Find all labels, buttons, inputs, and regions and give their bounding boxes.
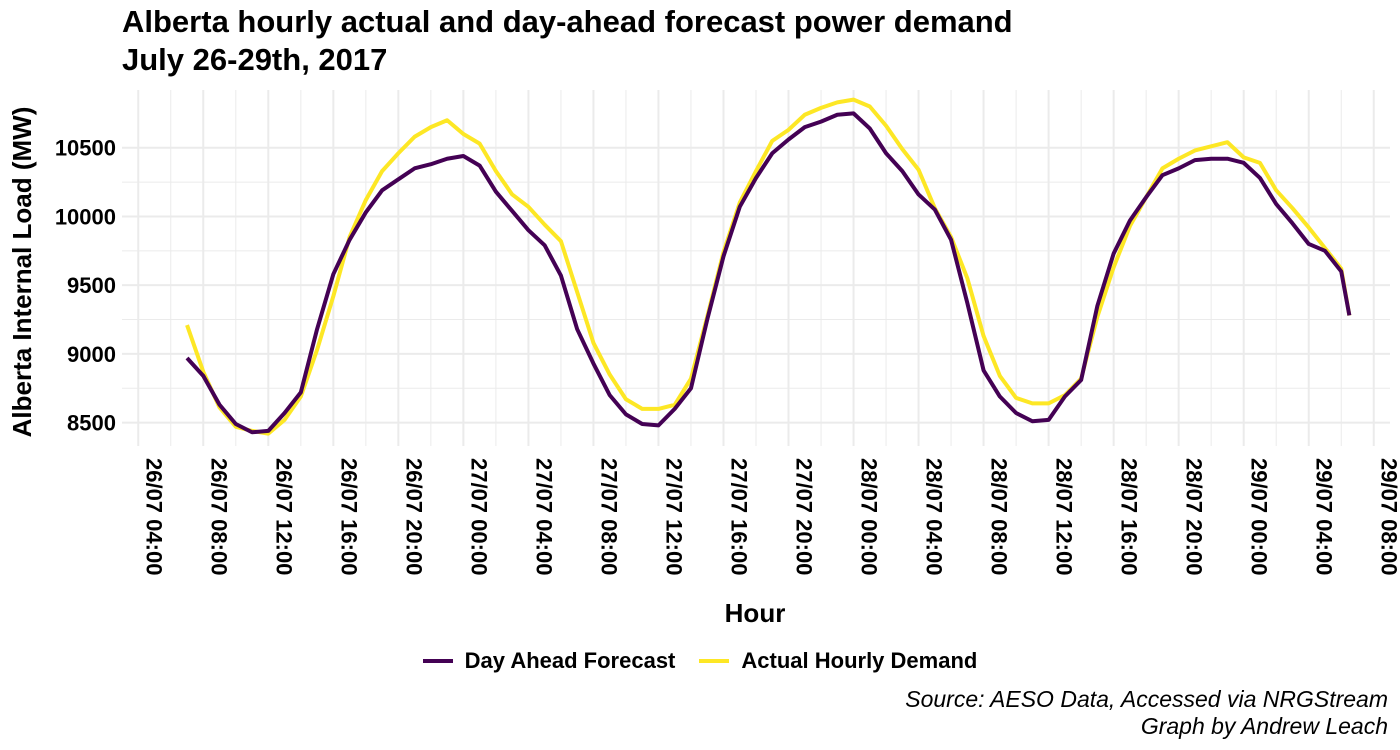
legend-label-actual: Actual Hourly Demand [741, 648, 978, 673]
x-tick-label: 28/07 12:00 [1052, 458, 1077, 575]
legend: Day Ahead Forecast Actual Hourly Demand [0, 648, 1400, 674]
x-tick-label: 29/07 00:00 [1247, 458, 1272, 575]
y-tick-label: 10500 [55, 136, 116, 161]
y-tick-label: 9500 [67, 273, 116, 298]
x-tick-label: 28/07 16:00 [1117, 458, 1142, 575]
legend-item-actual: Actual Hourly Demand [699, 648, 977, 674]
x-tick-label: 27/07 08:00 [596, 458, 621, 575]
y-tick-label: 9000 [67, 342, 116, 367]
x-tick-label: 26/07 04:00 [141, 458, 166, 575]
series-line-actual [185, 97, 1352, 436]
x-tick-label: 28/07 08:00 [987, 458, 1012, 575]
x-tick-label: 27/07 20:00 [792, 458, 817, 575]
x-tick-label: 27/07 12:00 [661, 458, 686, 575]
y-tick-label: 8500 [67, 411, 116, 436]
legend-swatch-actual [699, 659, 730, 663]
x-tick-label: 27/07 00:00 [466, 458, 491, 575]
x-tick-label: 26/07 12:00 [271, 458, 296, 575]
x-tick-label: 26/07 20:00 [401, 458, 426, 575]
caption-source: Source: AESO Data, Accessed via NRGStrea… [905, 686, 1388, 712]
x-tick-labels: 26/07 04:00 26/07 08:00 26/07 12:00 26/07 1… [141, 458, 1400, 575]
series-line-forecast [185, 111, 1352, 435]
legend-label-forecast: Day Ahead Forecast [464, 648, 676, 673]
y-tick-label: 10000 [55, 204, 116, 229]
x-tick-label: 28/07 04:00 [922, 458, 947, 575]
x-tick-label: 28/07 20:00 [1182, 458, 1207, 575]
x-tick-label: 29/07 04:00 [1312, 458, 1337, 575]
caption-author: Graph by Andrew Leach [1140, 713, 1388, 739]
chart-subtitle: July 26-29th, 2017 [122, 42, 388, 77]
legend-item-forecast: Day Ahead Forecast [422, 648, 676, 674]
chart-title: Alberta hourly actual and day-ahead fore… [122, 4, 1013, 39]
y-tick-labels: 8500 9000 9500 10000 10500 [55, 136, 116, 436]
series-layer [185, 97, 1352, 436]
legend-swatch-forecast [422, 659, 453, 663]
x-tick-label: 28/07 00:00 [857, 458, 882, 575]
x-tick-label: 29/07 08:00 [1377, 458, 1400, 575]
x-axis-label: Hour [725, 598, 786, 628]
x-tick-label: 26/07 16:00 [336, 458, 361, 575]
x-tick-label: 26/07 08:00 [206, 458, 231, 575]
y-axis-label: Alberta Internal Load (MW) [7, 107, 37, 438]
x-tick-label: 27/07 04:00 [531, 458, 556, 575]
x-tick-label: 27/07 16:00 [726, 458, 751, 575]
grid-layer [122, 90, 1390, 446]
